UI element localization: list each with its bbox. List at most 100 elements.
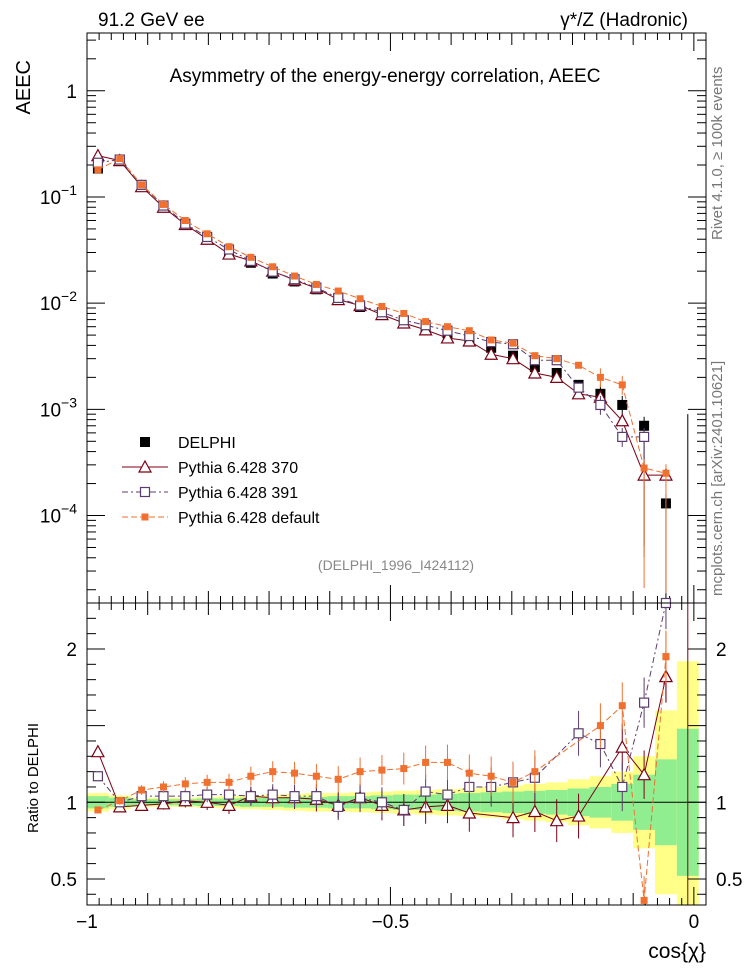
ratio-data-point (573, 728, 584, 739)
ratio-data-point (400, 765, 408, 773)
y-tick-label: 1 (66, 82, 77, 103)
ratio-data-point (617, 781, 628, 793)
ratio-data-point (531, 768, 539, 776)
data-point (487, 336, 495, 344)
ratio-data-point (333, 801, 344, 812)
data-point (549, 370, 564, 383)
ratio-data-point (420, 786, 431, 797)
ratio-plot-panel: 2 2 1 1 0.5 0.5 Ratio to DELPHI −1 −0.5 0 cos{χ… (25, 597, 742, 963)
ratio-axis-ticks: 2 2 1 1 0.5 0.5 (51, 603, 742, 905)
ratio-data-point (291, 769, 299, 777)
ratio-data-point (180, 791, 191, 802)
y-axis-label: AEEC (13, 60, 35, 114)
ratio-data-point (203, 778, 211, 786)
data-point (225, 243, 233, 251)
ratio-data-point (640, 896, 648, 904)
ratio-data-point (138, 786, 146, 794)
data-point (440, 330, 455, 344)
ratio-data-point (334, 775, 342, 783)
y-tick-label: 10−4 (40, 501, 77, 528)
data-point (506, 351, 521, 365)
x-tick-label: −1 (76, 912, 98, 933)
ratio-series-group (90, 597, 689, 905)
data-point (354, 300, 366, 311)
ratio-data-point (465, 769, 473, 777)
ratio-data-point (312, 772, 320, 780)
ratio-data-point (509, 778, 517, 786)
ratio-data-point (596, 722, 604, 730)
data-point (334, 287, 342, 295)
data-point (484, 347, 499, 360)
data-point (573, 382, 584, 393)
main-axis-ticks: 1 10−1 10−2 10−3 10−4 (40, 33, 706, 603)
data-point (378, 302, 386, 310)
ratio-data-point (527, 804, 542, 818)
ratio-data-point (356, 768, 364, 776)
data-point (639, 420, 650, 431)
legend-item: DELPHI (140, 435, 236, 452)
process-label: γ*/Z (Hadronic) (560, 10, 688, 31)
ratio-data-point (225, 778, 233, 786)
ratio-data-point (181, 780, 189, 788)
data-point (640, 464, 648, 472)
ratio-data-point (549, 813, 564, 827)
mcplots-label: mcplots.cern.ch [arXiv:2401.10621] (709, 361, 726, 596)
data-point (422, 318, 430, 326)
ratio-data-point (156, 796, 171, 810)
data-point (116, 155, 124, 163)
ratio-data-point (311, 791, 322, 802)
data-point (400, 309, 408, 317)
ratio-data-point (90, 744, 105, 758)
legend: DELPHI Pythia 6.428 370 Pythia 6.428 391 Py… (122, 435, 320, 527)
data-point (356, 295, 364, 303)
chart-title: Asymmetry of the energy-energy correlati… (170, 66, 601, 87)
series-pythia-6-428-391 (92, 154, 650, 557)
ratio-data-point (378, 766, 386, 774)
ratio-data-point (571, 808, 586, 822)
data-point (595, 399, 606, 411)
ratio-data-point (615, 739, 630, 753)
data-point (312, 280, 320, 288)
ratio-plot-frame (86, 602, 707, 906)
data-point (94, 166, 102, 174)
ratio-data-point (376, 797, 388, 808)
legend-label: Pythia 6.428 391 (178, 485, 298, 502)
series-delphi (92, 154, 671, 603)
ratio-uncertainty-bands (87, 661, 706, 905)
x-tick-label: 0 (689, 912, 700, 933)
ratio-y-tick-label: 1 (66, 793, 77, 814)
ratio-data-point (289, 791, 300, 802)
legend-label: Pythia 6.428 default (178, 510, 320, 527)
y-tick-label: 10−3 (40, 394, 77, 421)
data-point (617, 431, 628, 442)
ratio-data-point (618, 702, 626, 710)
ratio-data-point (443, 758, 451, 766)
data-point (465, 327, 473, 335)
ratio-data-point (245, 791, 256, 802)
data-point (662, 469, 670, 477)
data-point (531, 352, 539, 360)
legend-label: DELPHI (178, 435, 236, 452)
ratio-data-point (662, 653, 670, 661)
series-line (97, 159, 645, 438)
ratio-data-point (506, 810, 521, 824)
ratio-series-line (97, 602, 667, 811)
y-tick-label: 10−2 (40, 288, 77, 315)
legend-item: Pythia 6.428 370 (122, 459, 298, 477)
legend-label: Pythia 6.428 370 (178, 460, 298, 477)
legend-marker (137, 459, 153, 473)
ratio-series-pythia-6-428-default (94, 630, 670, 905)
x-tick-labels: −1 −0.5 0 (76, 912, 699, 933)
x-axis-label: cos{χ} (648, 940, 706, 963)
data-point (509, 339, 517, 347)
data-point (398, 315, 409, 326)
ratio-data-point (247, 772, 255, 780)
data-point (291, 272, 299, 280)
data-point (527, 365, 542, 379)
data-point (638, 431, 650, 442)
data-point (269, 263, 277, 271)
data-point (92, 157, 104, 168)
data-point (138, 181, 146, 189)
ratio-data-point (92, 771, 104, 782)
legend-marker (140, 437, 150, 447)
